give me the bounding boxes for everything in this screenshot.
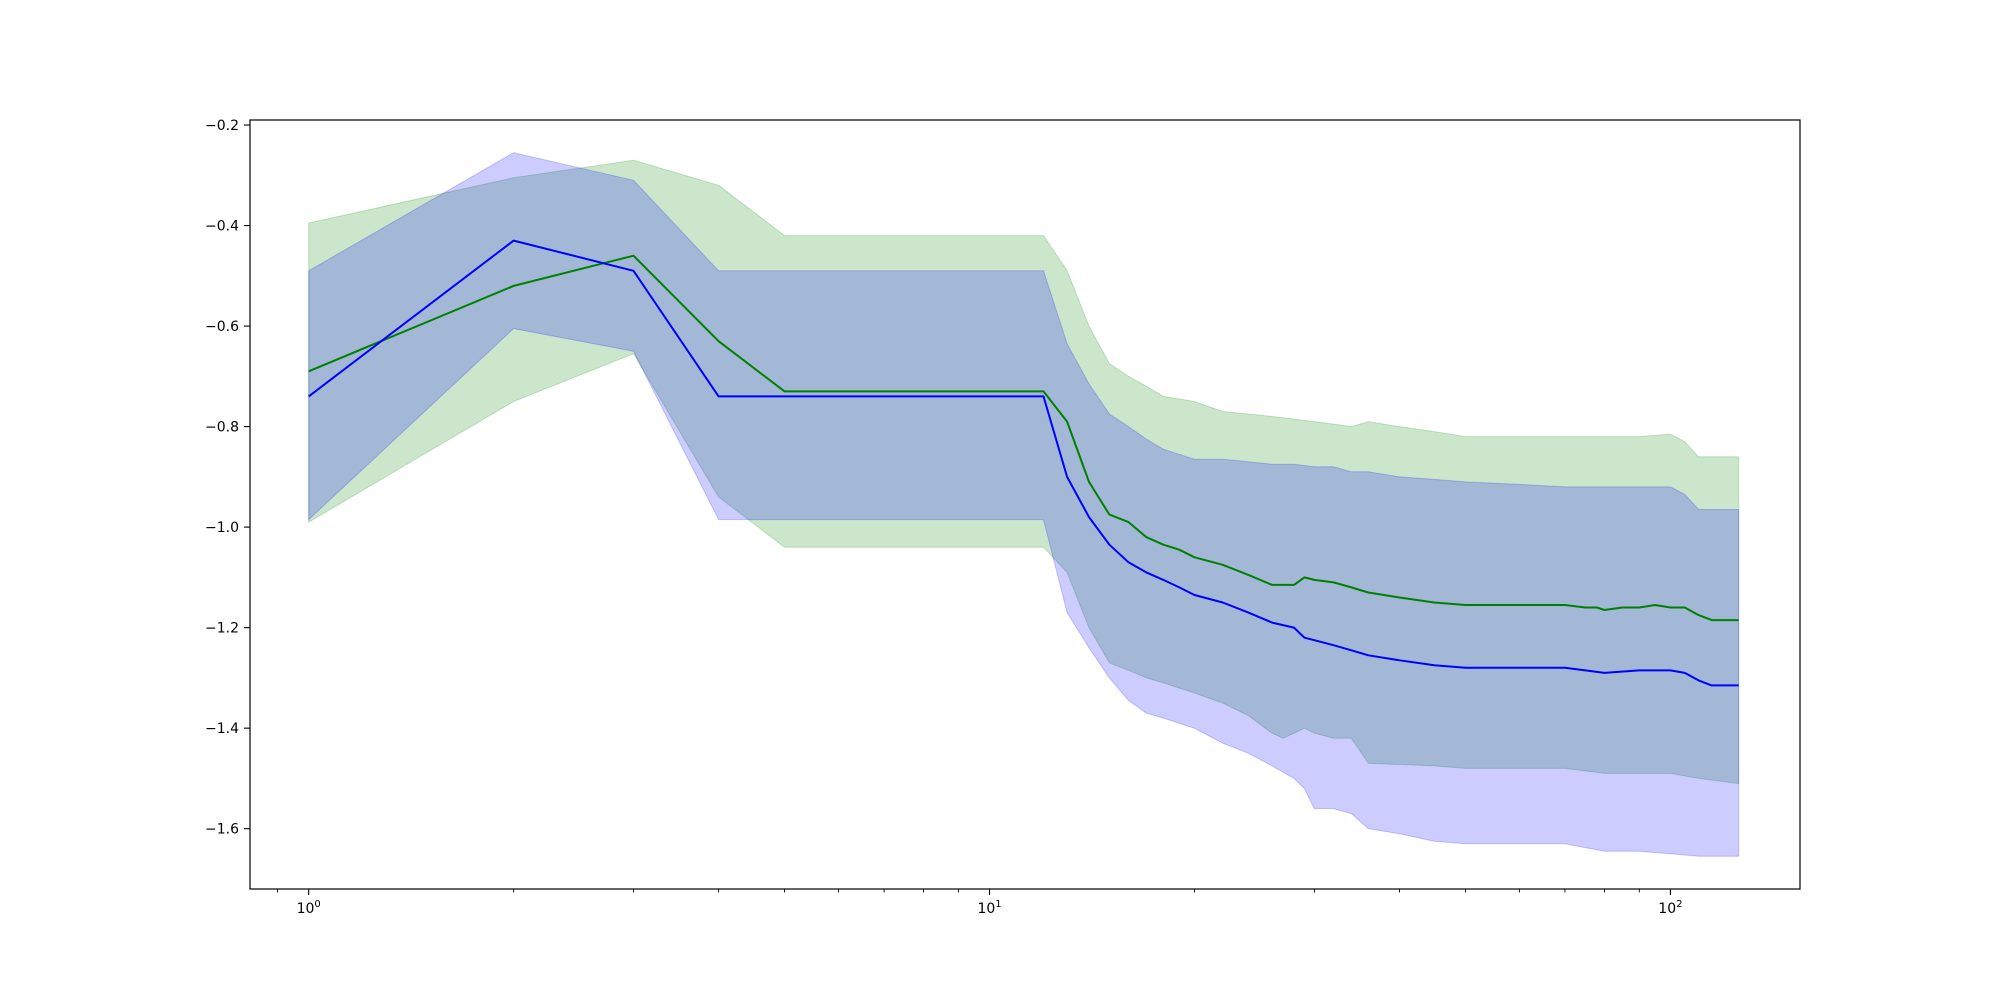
- y-tick-label: −0.4: [205, 219, 239, 235]
- y-tick-label: −1.2: [205, 621, 239, 637]
- y-tick-label: −0.6: [205, 319, 239, 335]
- band-series-1: [308, 159, 1740, 785]
- x-tick-label: 102: [1658, 899, 1682, 917]
- x-axis: 100 101 102: [277, 889, 1683, 917]
- x-tick-label: 100: [297, 899, 321, 917]
- plot-frame: [249, 119, 1801, 890]
- line-series-2: [308, 239, 1739, 687]
- y-tick-label: −0.2: [205, 118, 239, 134]
- mean-lines: [308, 239, 1739, 687]
- y-tick-label: −0.8: [205, 420, 239, 436]
- y-tick-label: −1.6: [205, 822, 239, 838]
- y-axis: −0.2 −0.4 −0.6 −0.8 −1.0 −1.2 −1.4 −1.6: [205, 118, 250, 838]
- y-tick-label: −1.0: [205, 520, 239, 536]
- band-series-2: [308, 152, 1740, 857]
- y-tick-label: −1.4: [205, 721, 239, 737]
- line-series-1: [308, 254, 1739, 622]
- confidence-bands: [308, 152, 1740, 857]
- x-tick-label: 101: [977, 899, 1001, 917]
